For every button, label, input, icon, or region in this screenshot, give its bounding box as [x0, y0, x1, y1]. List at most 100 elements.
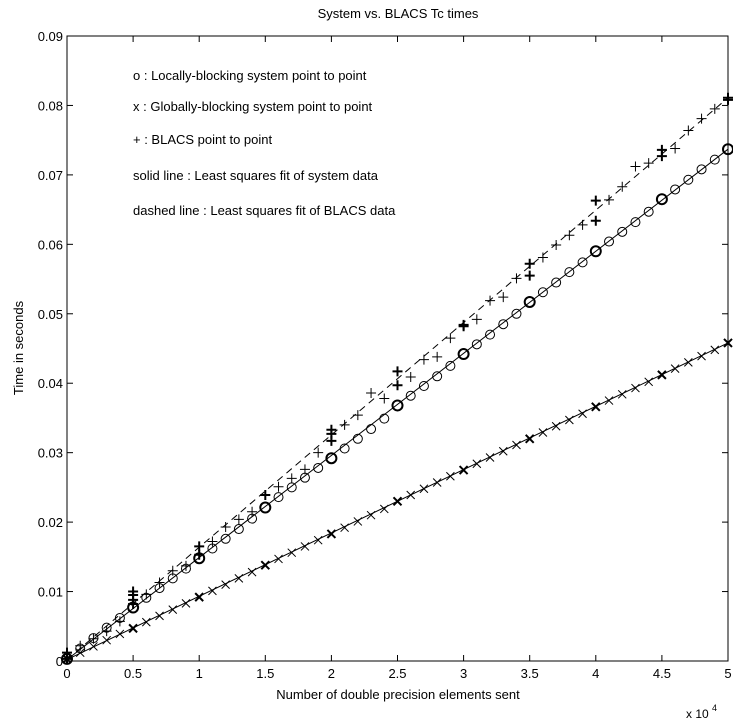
annotation-dashed-line: dashed line : Least squares fit of BLACS…: [133, 203, 396, 218]
plus-marker: [180, 560, 191, 571]
cross-marker: [446, 471, 455, 481]
plus-marker: [313, 447, 324, 458]
plus-marker: [537, 252, 548, 263]
plus-marker: [524, 258, 535, 269]
circle-marker: [564, 267, 575, 278]
cross-marker: [697, 351, 706, 361]
plus-marker: [458, 319, 469, 330]
plus-marker: [485, 295, 496, 306]
circle-marker: [617, 226, 628, 237]
circle-marker: [273, 492, 284, 503]
plus-marker: [617, 181, 628, 192]
circle-marker: [696, 164, 707, 175]
x-tick-label: 1: [196, 666, 203, 681]
x-tick-label: 2.5: [388, 666, 406, 681]
plus-marker: [326, 424, 337, 435]
circle-marker: [366, 424, 377, 435]
cross-marker: [115, 629, 125, 639]
x-multiplier-base: x 10: [686, 707, 709, 721]
plus-marker: [511, 273, 522, 284]
x-axis-label: Number of double precision elements sent: [276, 687, 520, 702]
plus-marker: [577, 219, 588, 230]
plus-marker: [564, 230, 575, 241]
legend-annotations: o : Locally-blocking system point to poi…: [133, 68, 396, 218]
cross-marker: [670, 364, 680, 373]
plus-marker: [590, 195, 601, 206]
cross-marker: [472, 459, 482, 469]
circle-marker: [670, 184, 681, 195]
circle-marker: [445, 360, 456, 371]
circle-marker: [589, 245, 602, 258]
plus-marker: [590, 215, 601, 226]
plus-marker: [220, 521, 231, 532]
circle-marker: [432, 371, 443, 382]
plus-marker: [524, 270, 535, 281]
plus-marker: [128, 586, 139, 597]
plus-marker: [194, 541, 205, 552]
cross-marker: [657, 370, 667, 380]
cross-marker: [221, 580, 230, 589]
plus-marker: [366, 387, 377, 398]
circle-marker: [498, 319, 509, 330]
plot-frame: [66, 35, 729, 662]
cross-marker: [260, 560, 271, 570]
plus-marker: [471, 314, 482, 325]
cross-marker: [591, 402, 601, 412]
circle-marker: [325, 452, 338, 465]
y-tick-label: 0.08: [38, 98, 63, 113]
circle-marker: [379, 413, 390, 424]
plus-marker: [273, 481, 284, 492]
axis-ticks: 0 0.5 1 1.5 2 2.5 3 3.5 4 4.5 5 0 0.01 0.02 0.03 0.04 0.…: [38, 29, 732, 681]
cross-marker: [644, 377, 654, 387]
x-axis-multiplier: x 10 4: [686, 703, 717, 721]
x-tick-label: 0.5: [124, 666, 142, 681]
y-tick-label: 0.03: [38, 446, 63, 461]
cross-marker: [274, 554, 283, 564]
plus-marker: [101, 626, 112, 637]
y-tick-label: 0.02: [38, 515, 63, 530]
cross-marker: [485, 453, 495, 462]
plus-marker: [299, 464, 310, 475]
y-tick-label: 0: [56, 654, 63, 669]
y-axis-label: Time in seconds: [11, 300, 26, 395]
cross-marker: [458, 465, 469, 475]
circle-marker: [722, 143, 733, 156]
plus-marker: [114, 616, 125, 627]
cross-marker: [141, 617, 151, 627]
circle-marker: [259, 501, 272, 514]
y-tick-label: 0.05: [38, 307, 63, 322]
circle-marker: [643, 206, 654, 217]
cross-marker: [247, 567, 257, 577]
plus-marker: [670, 143, 681, 154]
y-tick-label: 0.07: [38, 168, 63, 183]
cross-marker: [432, 478, 442, 487]
cross-marker: [710, 345, 720, 355]
circle-marker: [683, 174, 694, 185]
circle-marker: [655, 193, 668, 206]
plus-marker: [247, 506, 258, 517]
x-tick-label: 4: [592, 666, 599, 681]
cross-marker: [366, 510, 376, 520]
plus-marker: [656, 144, 667, 155]
plus-marker: [141, 589, 152, 600]
cross-marker: [128, 623, 138, 634]
plus-marker: [445, 333, 456, 344]
annotation-locally-blocking: o : Locally-blocking system point to poi…: [133, 68, 367, 83]
circle-marker: [485, 329, 496, 340]
circle-marker: [511, 308, 522, 319]
plus-marker: [207, 536, 218, 547]
plus-marker: [88, 633, 99, 644]
circle-marker: [523, 295, 536, 308]
plus-marker: [405, 371, 416, 382]
plus-marker: [643, 158, 654, 169]
circle-marker: [630, 217, 641, 228]
cross-marker: [392, 496, 403, 506]
plus-marker: [167, 565, 178, 576]
annotation-solid-line: solid line : Least squares fit of system…: [133, 168, 379, 183]
cross-marker: [194, 592, 204, 602]
circle-marker: [471, 339, 482, 350]
circle-marker: [537, 287, 548, 298]
plus-marker: [392, 380, 403, 391]
plus-marker: [233, 514, 244, 525]
cross-marker: [340, 523, 349, 533]
